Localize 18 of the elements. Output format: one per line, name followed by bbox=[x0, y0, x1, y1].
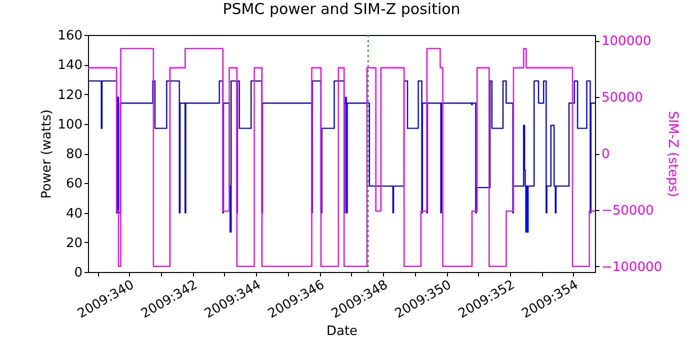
y2-tick-label: −100000 bbox=[602, 260, 662, 275]
y-tick-label: 80 bbox=[66, 147, 82, 162]
y-tick-label: 160 bbox=[58, 28, 82, 44]
y-axis-title: Power (watts) bbox=[40, 109, 55, 199]
y-tick-label: 20 bbox=[66, 236, 82, 251]
y2-axis-title: SIM-Z (steps) bbox=[665, 110, 680, 198]
chart-title: PSMC power and SIM-Z position bbox=[222, 0, 460, 18]
x-axis-title: Date bbox=[326, 324, 358, 339]
y2-tick-label: 0 bbox=[602, 147, 610, 162]
y2-tick-label: 100000 bbox=[602, 34, 652, 50]
y-tick-label: 60 bbox=[66, 176, 82, 192]
y-tick-label: 0 bbox=[74, 266, 82, 280]
y-tick-label: 140 bbox=[58, 58, 82, 74]
y-tick-label: 100 bbox=[58, 117, 82, 132]
y-tick-label: 120 bbox=[58, 88, 82, 103]
y2-tick-label: −50000 bbox=[602, 203, 654, 218]
y2-tick-label: 50000 bbox=[602, 90, 643, 106]
y-tick-label: 40 bbox=[66, 206, 82, 222]
